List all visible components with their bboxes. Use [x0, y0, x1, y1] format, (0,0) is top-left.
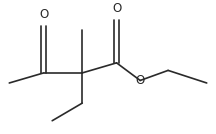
Text: O: O: [112, 2, 121, 15]
Text: O: O: [39, 8, 48, 21]
Text: O: O: [136, 74, 145, 87]
